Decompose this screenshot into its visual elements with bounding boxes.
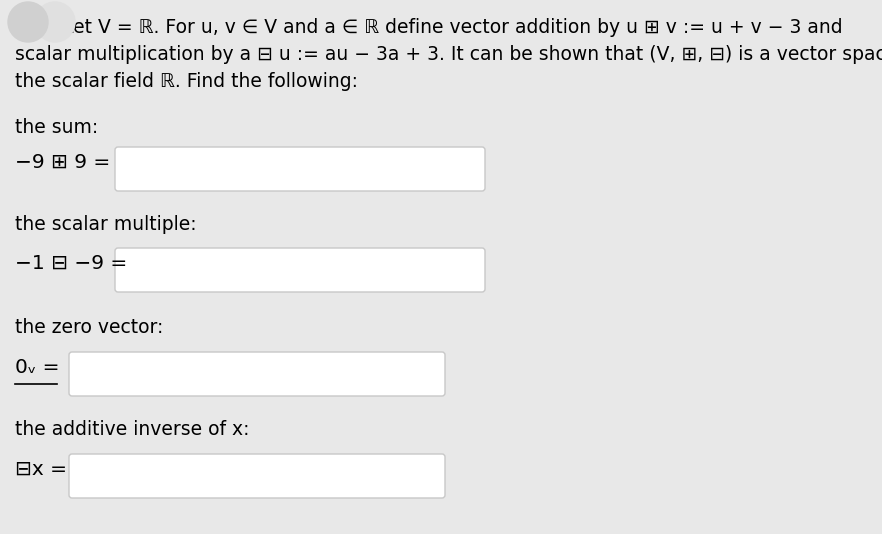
FancyBboxPatch shape	[115, 147, 485, 191]
Text: the additive inverse of x:: the additive inverse of x:	[15, 420, 250, 439]
Text: the sum:: the sum:	[15, 118, 98, 137]
FancyBboxPatch shape	[115, 248, 485, 292]
Text: the scalar multiple:: the scalar multiple:	[15, 215, 197, 234]
Circle shape	[8, 2, 48, 42]
Text: the scalar field ℝ. Find the following:: the scalar field ℝ. Find the following:	[15, 72, 358, 91]
Text: ⊟x =: ⊟x =	[15, 460, 67, 479]
Text: −9 ⊞ 9 =: −9 ⊞ 9 =	[15, 153, 110, 172]
Text: −1 ⊟ −9 =: −1 ⊟ −9 =	[15, 254, 127, 273]
FancyBboxPatch shape	[69, 352, 445, 396]
FancyBboxPatch shape	[69, 454, 445, 498]
Text: 0ᵥ =: 0ᵥ =	[15, 358, 59, 377]
Text: the zero vector:: the zero vector:	[15, 318, 163, 337]
Circle shape	[35, 2, 75, 42]
Text: scalar multiplication by a ⊟ u := au − 3a + 3. It can be shown that (V, ⊞, ⊟) is: scalar multiplication by a ⊟ u := au − 3…	[15, 45, 882, 64]
Text: Let V = ℝ. For u, v ∈ V and a ∈ ℝ define vector addition by u ⊞ v := u + v − 3 a: Let V = ℝ. For u, v ∈ V and a ∈ ℝ define…	[15, 18, 842, 37]
